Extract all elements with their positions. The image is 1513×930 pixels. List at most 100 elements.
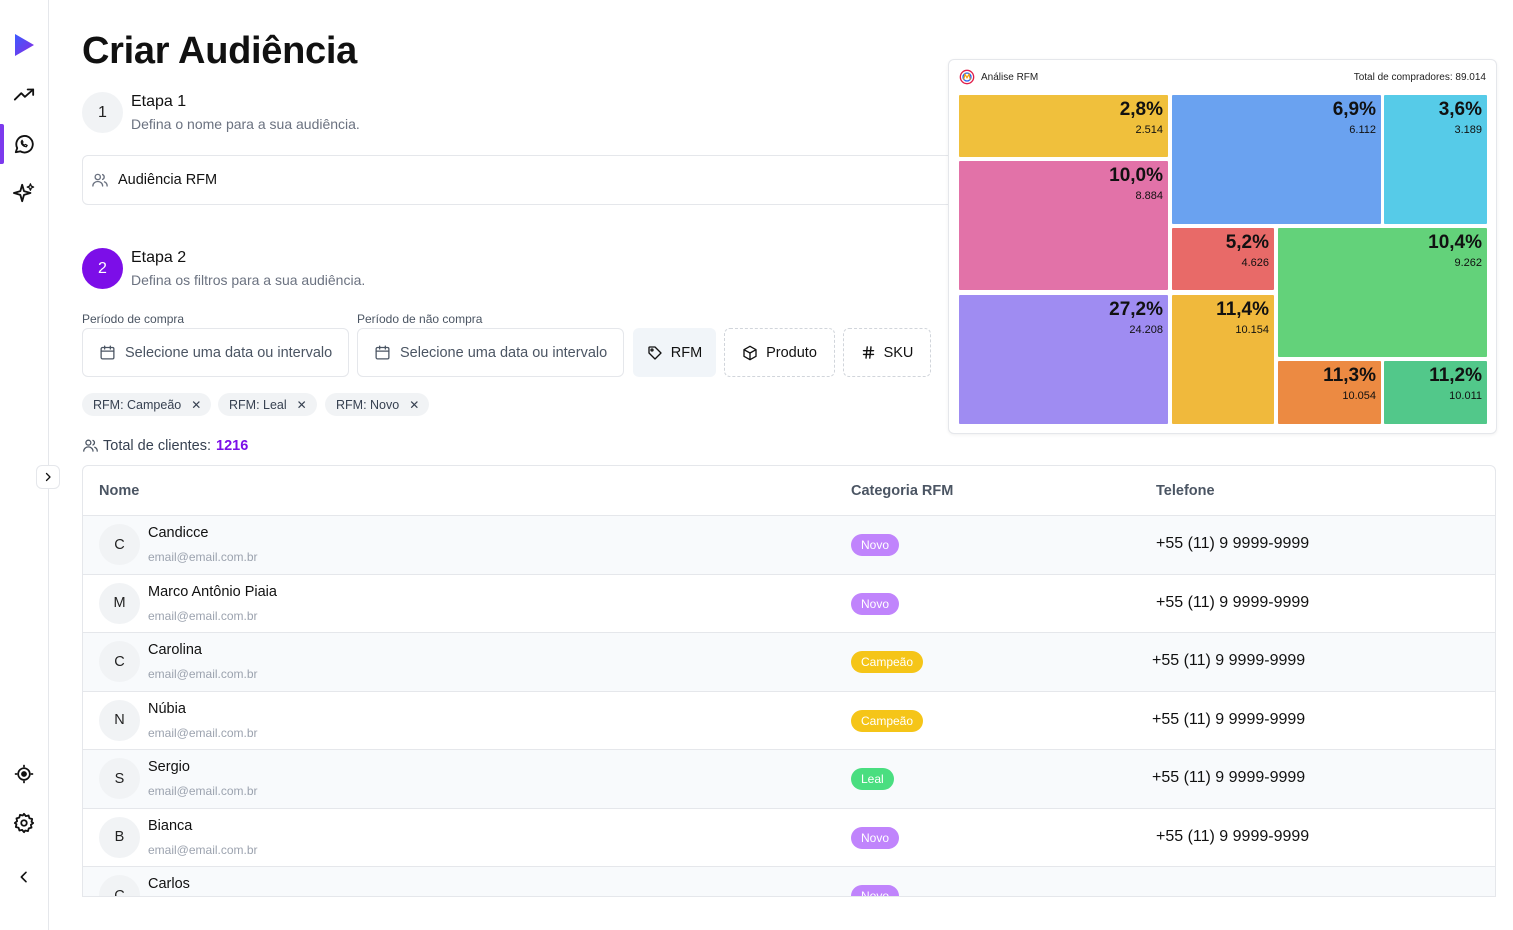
step-2: 2 Etapa 2 Defina os filtros para a sua a… [82,248,365,289]
client-phone: +55 (11) 9 9999-9999 [1152,652,1306,669]
trending-icon[interactable] [12,83,36,107]
avatar: N [99,699,140,741]
category-badge: Novo [851,534,900,556]
rfm-cell-count: 10.011 [1449,390,1482,402]
close-icon[interactable]: ✕ [296,397,307,412]
client-name: Sergio [148,759,190,775]
table-row[interactable]: C Candicce email@email.com.br Novo +55 (… [83,516,1495,575]
calendar-icon [100,345,115,360]
no-purchase-period-label: Período de não compra [357,312,483,326]
rfm-cell-count: 24.208 [1129,324,1163,336]
client-name: Núbia [148,700,186,717]
rfm-cell[interactable]: 10,0% 8.884 [959,161,1168,290]
category-badge: Campeão [851,651,924,673]
clients-table: Nome Categoria RFM Telefone C Candicce e… [82,465,1496,897]
rfm-cell[interactable]: 11,4% 10.154 [1172,295,1274,424]
rfm-cell[interactable]: 11,3% 10.054 [1278,361,1381,424]
total-clients-label: Total de clientes: [103,437,212,454]
expand-panel-button[interactable] [36,465,60,489]
step-1: 1 Etapa 1 Defina o nome para a sua audiê… [82,92,360,133]
client-phone: +55 (11) 9 9999-9999 [1156,535,1310,552]
whatsapp-icon[interactable] [12,132,36,156]
table-row[interactable]: C Carlos Novo [83,867,1495,896]
category-badge: Novo [851,592,900,615]
client-name: Bianca [148,817,193,834]
rfm-cell[interactable]: 3,6% 3.189 [1384,95,1487,224]
column-header-phone[interactable]: Telefone [1156,483,1215,499]
rfm-cell[interactable]: 6,9% 6.112 [1172,95,1381,224]
audience-name-input[interactable]: Audiência RFM [82,155,962,205]
rfm-cell-count: 2.514 [1135,124,1163,136]
rfm-cell[interactable]: 10,4% 9.262 [1278,228,1487,357]
client-phone: +55 (11) 9 9999-9999 [1152,769,1306,786]
rfm-cell-pct: 10,0% [1109,165,1163,186]
client-email: email@email.com.br [148,550,258,564]
step-1-number: 1 [82,92,123,133]
hash-icon [862,346,874,359]
box-icon [743,345,757,360]
total-clients: Total de clientes: 1216 [82,437,248,454]
tag-icon [648,345,662,360]
no-purchase-period-placeholder: Selecione uma data ou intervalo [400,344,608,361]
gear-icon[interactable] [12,811,36,835]
client-name: Carlos [148,876,190,892]
table-row[interactable]: M Marco Antônio Piaia email@email.com.br… [83,575,1495,633]
target-icon[interactable] [12,762,36,786]
rfm-cell-pct: 3,6% [1438,99,1482,120]
close-icon[interactable]: ✕ [409,397,420,412]
rfm-filter-label: RFM [670,344,703,361]
rfm-cell-count: 3.189 [1454,124,1482,136]
users-icon [92,173,108,187]
avatar: C [99,641,140,682]
chevron-right-icon [45,472,51,482]
client-phone: +55 (11) 9 9999-9999 [1152,710,1306,728]
table-row[interactable]: B Bianca email@email.com.br Novo +55 (11… [83,809,1495,867]
category-badge: Novo [851,826,900,849]
column-header-category[interactable]: Categoria RFM [851,483,954,499]
rfm-cell[interactable]: 27,2% 24.208 [959,295,1168,424]
rfm-cell-pct: 2,8% [1119,99,1163,120]
category-badge: Campeão [851,709,924,732]
chevron-left-icon[interactable] [12,865,36,889]
close-icon[interactable]: ✕ [191,397,202,412]
purchase-period-placeholder: Selecione uma data ou intervalo [125,344,333,361]
rfm-cell-pct: 10,4% [1428,232,1482,253]
client-email: email@email.com.br [148,725,258,740]
rfm-cell-pct: 11,4% [1216,299,1269,320]
play-logo-icon[interactable] [12,33,36,57]
client-name: Carolina [148,642,202,658]
table-row[interactable]: S Sergio email@email.com.br Leal +55 (11… [83,750,1495,809]
main-content: Criar Audiência 1 Etapa 1 Defina o nome … [82,0,1496,930]
sparkle-icon[interactable] [12,181,36,205]
column-header-name[interactable]: Nome [99,483,140,499]
chip-label: RFM: Novo [336,397,400,412]
rfm-cell-count: 8.884 [1135,190,1163,202]
rfm-total: Total de compradores: 89.014 [1353,72,1486,83]
sku-filter-button[interactable]: SKU [843,328,931,377]
avatar: C [99,524,140,565]
client-name: Marco Antônio Piaia [148,583,277,600]
step-2-title: Etapa 2 [131,249,187,266]
avatar: S [99,758,140,799]
users-icon [83,439,98,452]
no-purchase-period-input[interactable]: Selecione uma data ou intervalo [357,328,624,377]
category-badge: Leal [851,768,894,790]
table-row[interactable]: C Carolina email@email.com.br Campeão +5… [83,633,1495,692]
product-filter-button[interactable]: Produto [724,328,835,377]
avatar: M [99,582,140,624]
rfm-cell-pct: 11,2% [1429,365,1482,386]
table-row[interactable]: N Núbia email@email.com.br Campeão +55 (… [83,692,1495,750]
rfm-cell[interactable]: 5,2% 4.626 [1172,228,1274,290]
page-title: Criar Audiência [82,30,357,72]
purchase-period-input[interactable]: Selecione uma data ou intervalo [82,328,349,377]
rfm-cell[interactable]: 2,8% 2.514 [959,95,1168,157]
step-1-description: Defina o nome para a sua audiência. [131,116,360,132]
rfm-logo-icon [959,69,975,85]
client-phone: +55 (11) 9 9999-9999 [1156,593,1310,611]
chip-label: RFM: Leal [229,397,287,412]
rfm-header: Análise RFM [959,69,1038,85]
client-email: email@email.com.br [148,608,258,623]
step-2-number: 2 [82,248,123,289]
rfm-cell[interactable]: 11,2% 10.011 [1384,361,1487,424]
rfm-filter-button[interactable]: RFM [633,328,716,377]
